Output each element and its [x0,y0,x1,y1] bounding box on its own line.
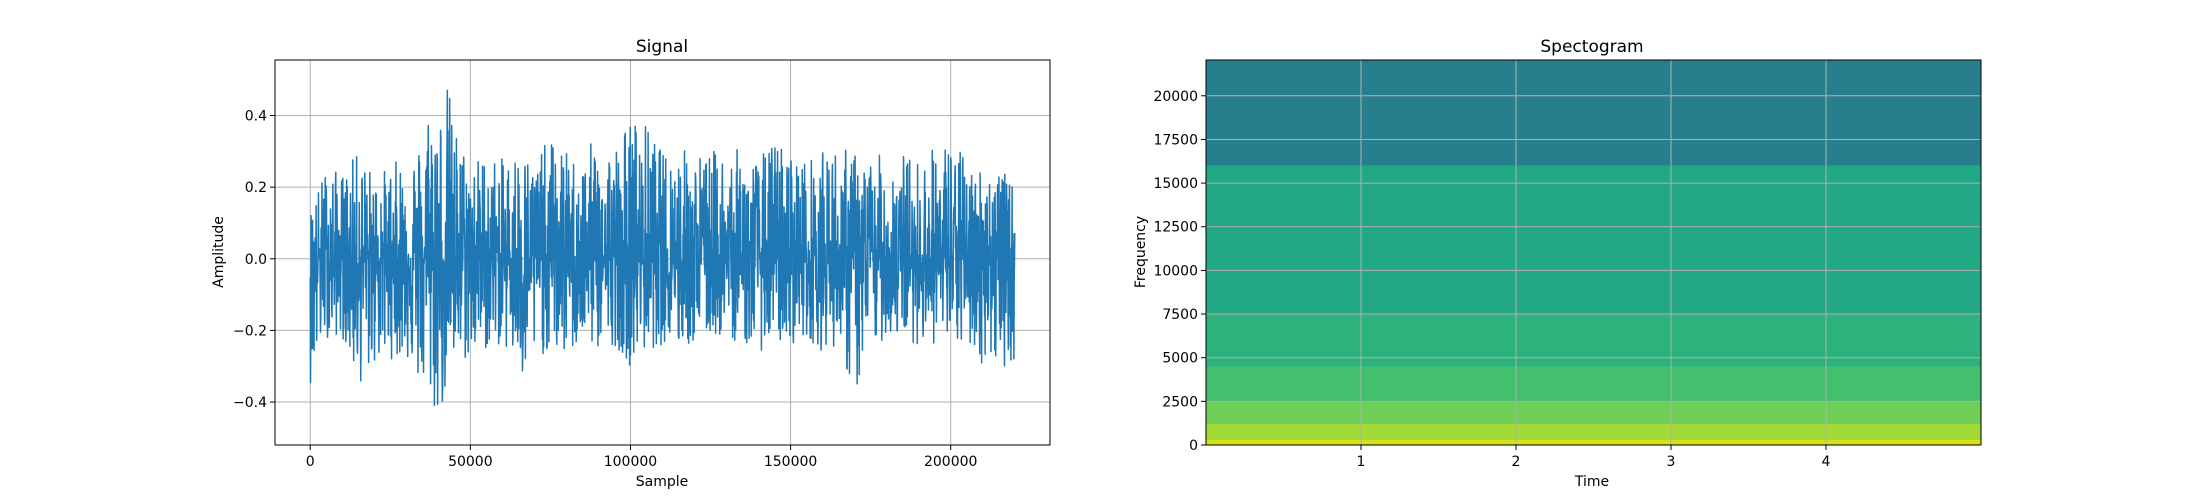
spectrogram-x-tick-label: 2 [1512,454,1521,470]
spectrogram-y-tick-label: 2500 [1162,394,1198,410]
spectrogram-image [1206,60,1981,445]
signal-y-ticks: −0.4 −0.2 0.0 0.2 0.4 [233,109,275,411]
spectrogram-y-tick-label: 20000 [1153,89,1198,105]
signal-y-tick-label: 0.4 [245,109,267,125]
signal-y-tick-label: 0.2 [245,180,267,196]
signal-chart-title: Signal [636,37,688,57]
spectrogram-chart: Spectogram 1 2 3 4 0 2500 5000 7500 10000 12500 1… [1133,37,1982,490]
signal-plot-frame [274,59,1051,446]
spectrogram-y-tick-label: 17500 [1153,132,1198,148]
spectrogram-x-axis-label: Time [1574,474,1609,490]
signal-y-tick-label: 0.0 [245,252,267,268]
signal-y-tick-label: −0.2 [233,323,267,339]
signal-x-ticks: 0 50000 100000 150000 200000 [306,445,977,470]
signal-x-axis-label: Sample [636,474,689,490]
spectrogram-plot-frame [1205,59,1982,446]
signal-chart: Signal 0 50000 100000 150000 200000 −0.4 −0.2… [211,37,1051,490]
spectrogram-x-ticks: 1 2 3 4 [1357,445,1831,470]
signal-y-tick-label: −0.4 [233,395,267,411]
signal-x-tick-label: 200000 [924,454,977,470]
spectrogram-y-tick-label: 7500 [1162,307,1198,323]
spectrogram-x-tick-label: 4 [1822,454,1831,470]
signal-x-tick-label: 150000 [764,454,817,470]
spectrogram-y-axis-label: Frequency [1133,216,1149,288]
signal-y-axis-label: Amplitude [211,216,227,288]
spectrogram-chart-title: Spectogram [1540,37,1643,57]
signal-series [309,89,1016,407]
signal-x-tick-label: 100000 [604,454,657,470]
spectrogram-y-tick-label: 15000 [1153,176,1198,192]
spectrogram-y-ticks: 0 2500 5000 7500 10000 12500 15000 17500 20000 [1153,89,1206,454]
spectrogram-y-tick-label: 0 [1189,438,1198,454]
spectrogram-x-tick-label: 1 [1357,454,1366,470]
spectrogram-y-tick-label: 10000 [1153,263,1198,279]
spectrogram-x-tick-label: 3 [1667,454,1676,470]
signal-x-tick-label: 0 [306,454,315,470]
signal-x-tick-label: 50000 [448,454,493,470]
spectrogram-y-tick-label: 12500 [1153,220,1198,236]
signal-waveform [309,89,1016,407]
spectrogram-y-tick-label: 5000 [1162,351,1198,367]
